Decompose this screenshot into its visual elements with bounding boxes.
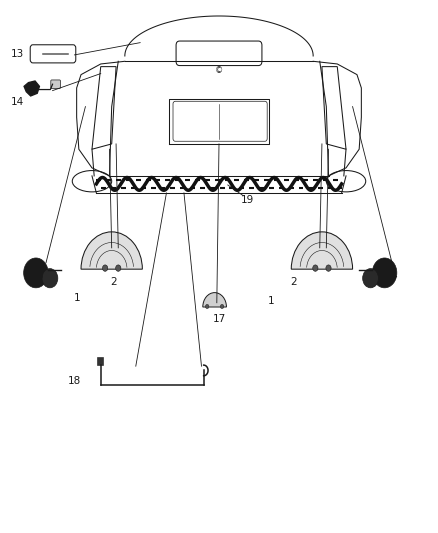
Text: 4: 4	[391, 271, 398, 280]
Circle shape	[313, 265, 318, 271]
Wedge shape	[291, 232, 353, 269]
Text: 1: 1	[73, 294, 80, 303]
Circle shape	[102, 265, 108, 271]
Circle shape	[372, 258, 397, 288]
Text: 2: 2	[110, 278, 117, 287]
Text: 19: 19	[241, 195, 254, 205]
Wedge shape	[81, 232, 142, 269]
Bar	[97, 357, 103, 365]
Text: 1: 1	[268, 296, 275, 306]
Circle shape	[326, 265, 331, 271]
Circle shape	[42, 269, 58, 288]
Text: 14: 14	[11, 98, 24, 107]
FancyBboxPatch shape	[51, 80, 60, 88]
Text: 13: 13	[11, 50, 24, 59]
Text: ©: ©	[215, 66, 223, 75]
Text: 18: 18	[68, 376, 81, 386]
Wedge shape	[203, 293, 226, 307]
Circle shape	[116, 265, 121, 271]
Text: 3: 3	[36, 271, 43, 280]
Circle shape	[205, 304, 209, 309]
Text: 2: 2	[290, 278, 297, 287]
Text: 4: 4	[23, 271, 30, 280]
Circle shape	[220, 304, 224, 309]
Text: 3: 3	[378, 271, 385, 280]
Circle shape	[24, 258, 48, 288]
Circle shape	[363, 269, 378, 288]
Polygon shape	[24, 81, 39, 96]
Text: 17: 17	[212, 314, 226, 324]
